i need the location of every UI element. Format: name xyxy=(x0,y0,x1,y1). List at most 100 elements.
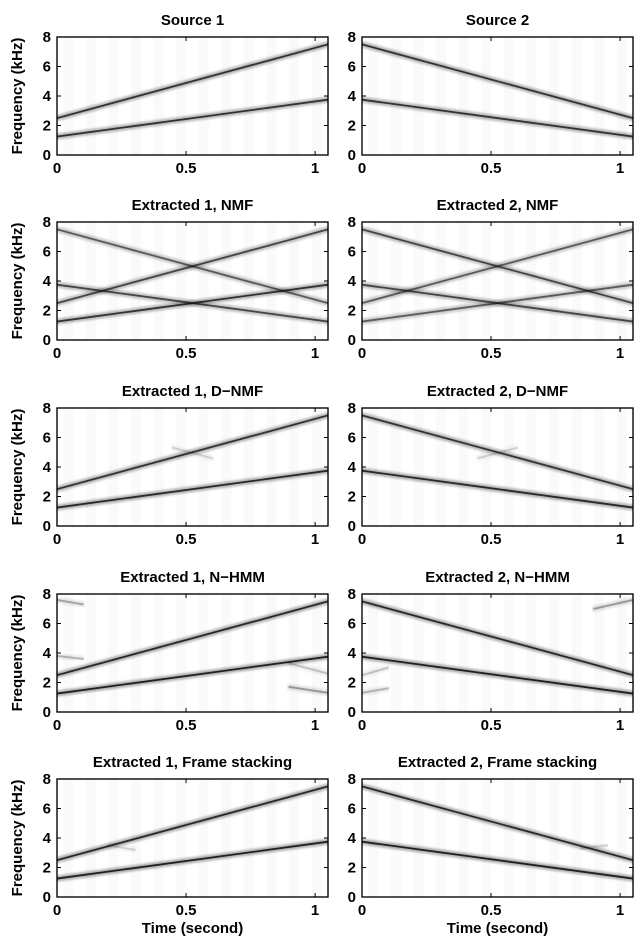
y-tick-label: 8 xyxy=(43,214,51,231)
x-tick-label: 0.5 xyxy=(481,717,502,734)
harmonic-track xyxy=(172,446,213,460)
harmonic-track xyxy=(57,785,328,862)
y-axis-label: Frequency (kHz) xyxy=(9,780,26,897)
harmonic-track xyxy=(362,600,633,677)
y-tick-label: 8 xyxy=(43,586,51,603)
spectrogram-panel: Source 1 0 2 4 6 8 0 0.5 1 Frequency (kHz) xyxy=(9,12,329,177)
harmonic-track-halo xyxy=(286,660,328,677)
y-tick-label: 4 xyxy=(348,830,357,847)
y-tick-label: 2 xyxy=(43,860,51,877)
x-tick-label: 1 xyxy=(616,531,624,548)
y-tick-label: 8 xyxy=(348,29,356,46)
x-tick-label: 0 xyxy=(358,531,366,548)
harmonic-track xyxy=(362,655,633,695)
x-tick-label: 0 xyxy=(53,160,61,177)
y-tick-label: 2 xyxy=(43,118,51,135)
harmonic-track xyxy=(57,600,328,677)
y-tick-label: 4 xyxy=(43,459,52,476)
x-tick-label: 0 xyxy=(53,531,61,548)
x-tick-label: 0 xyxy=(53,902,61,919)
harmonic-track-halo xyxy=(578,842,611,852)
harmonic-track xyxy=(362,840,633,880)
y-tick-label: 8 xyxy=(43,400,51,417)
y-tick-label: 4 xyxy=(348,273,357,290)
y-tick-label: 2 xyxy=(43,303,51,320)
y-tick-label: 2 xyxy=(43,489,51,506)
y-tick-label: 2 xyxy=(43,675,51,692)
harmonic-track xyxy=(57,599,84,606)
x-tick-label: 0 xyxy=(358,902,366,919)
panel-title: Extracted 1, N−HMM xyxy=(120,569,265,586)
panel-title: Extracted 1, NMF xyxy=(132,197,254,214)
harmonic-track xyxy=(107,844,136,851)
x-tick-label: 0 xyxy=(358,717,366,734)
panel-title: Extracted 2, NMF xyxy=(437,197,559,214)
y-tick-label: 8 xyxy=(43,29,51,46)
y-axis-label: Frequency (kHz) xyxy=(9,38,26,155)
harmonic-track-halo xyxy=(286,683,328,696)
y-tick-label: 8 xyxy=(43,771,51,788)
harmonic-track xyxy=(57,43,328,120)
x-tick-label: 1 xyxy=(311,531,319,548)
x-tick-label: 1 xyxy=(616,717,624,734)
y-tick-label: 8 xyxy=(348,214,356,231)
y-tick-label: 0 xyxy=(348,518,356,535)
panel-title: Extracted 1, Frame stacking xyxy=(93,754,292,771)
harmonic-track xyxy=(57,840,328,880)
harmonic-track-halo xyxy=(362,685,391,696)
y-tick-label: 6 xyxy=(348,801,356,818)
x-tick-label: 0.5 xyxy=(176,160,197,177)
x-tick-label: 0 xyxy=(358,345,366,362)
x-tick-label: 0.5 xyxy=(176,531,197,548)
x-tick-label: 0.5 xyxy=(176,902,197,919)
harmonic-track xyxy=(57,655,328,695)
y-tick-label: 4 xyxy=(348,645,357,662)
y-tick-label: 8 xyxy=(348,771,356,788)
y-axis-label: Frequency (kHz) xyxy=(9,409,26,526)
harmonic-track xyxy=(362,469,633,509)
y-tick-label: 6 xyxy=(43,430,51,447)
spectrogram-panel: Source 2 0 2 4 6 8 0 0.5 1 xyxy=(348,12,634,177)
y-tick-label: 6 xyxy=(43,616,51,633)
panel-title: Extracted 1, D−NMF xyxy=(122,383,263,400)
y-tick-label: 0 xyxy=(348,889,356,906)
y-axis-label: Frequency (kHz) xyxy=(9,595,26,712)
y-tick-label: 6 xyxy=(43,244,51,261)
x-tick-label: 1 xyxy=(311,902,319,919)
y-tick-label: 0 xyxy=(43,147,51,164)
y-tick-label: 6 xyxy=(348,244,356,261)
spectrogram-panel: Extracted 2, NMF 0 2 4 6 8 0 0.5 1 xyxy=(348,197,634,362)
harmonic-track xyxy=(477,446,518,460)
y-tick-label: 4 xyxy=(43,830,52,847)
y-tick-label: 2 xyxy=(348,489,356,506)
y-tick-label: 6 xyxy=(348,616,356,633)
y-tick-label: 0 xyxy=(43,332,51,349)
harmonic-track xyxy=(362,666,389,677)
harmonic-track xyxy=(288,662,328,675)
harmonic-track xyxy=(57,283,328,323)
y-tick-label: 4 xyxy=(43,273,52,290)
x-tick-label: 1 xyxy=(616,345,624,362)
y-tick-label: 6 xyxy=(43,59,51,76)
harmonic-track-halo xyxy=(475,444,520,462)
y-tick-label: 2 xyxy=(348,118,356,135)
x-tick-label: 0.5 xyxy=(481,160,502,177)
y-tick-label: 4 xyxy=(43,645,52,662)
x-tick-label: 0 xyxy=(358,160,366,177)
x-tick-label: 0 xyxy=(53,717,61,734)
harmonic-track xyxy=(362,687,389,694)
y-tick-label: 0 xyxy=(43,704,51,721)
y-tick-label: 6 xyxy=(348,430,356,447)
y-tick-label: 0 xyxy=(43,889,51,906)
y-axis-label: Frequency (kHz) xyxy=(9,223,26,340)
harmonic-track-halo xyxy=(57,652,86,662)
y-tick-label: 8 xyxy=(348,400,356,417)
x-tick-label: 1 xyxy=(616,902,624,919)
y-tick-label: 0 xyxy=(43,518,51,535)
x-tick-label: 0 xyxy=(53,345,61,362)
harmonic-track xyxy=(362,283,633,323)
spectrogram-panel: Extracted 1, N−HMM 0 2 4 6 8 0 0.5 1 Frequency (k… xyxy=(9,569,329,734)
y-tick-label: 0 xyxy=(348,332,356,349)
x-tick-label: 0.5 xyxy=(481,345,502,362)
harmonic-track xyxy=(57,655,84,660)
